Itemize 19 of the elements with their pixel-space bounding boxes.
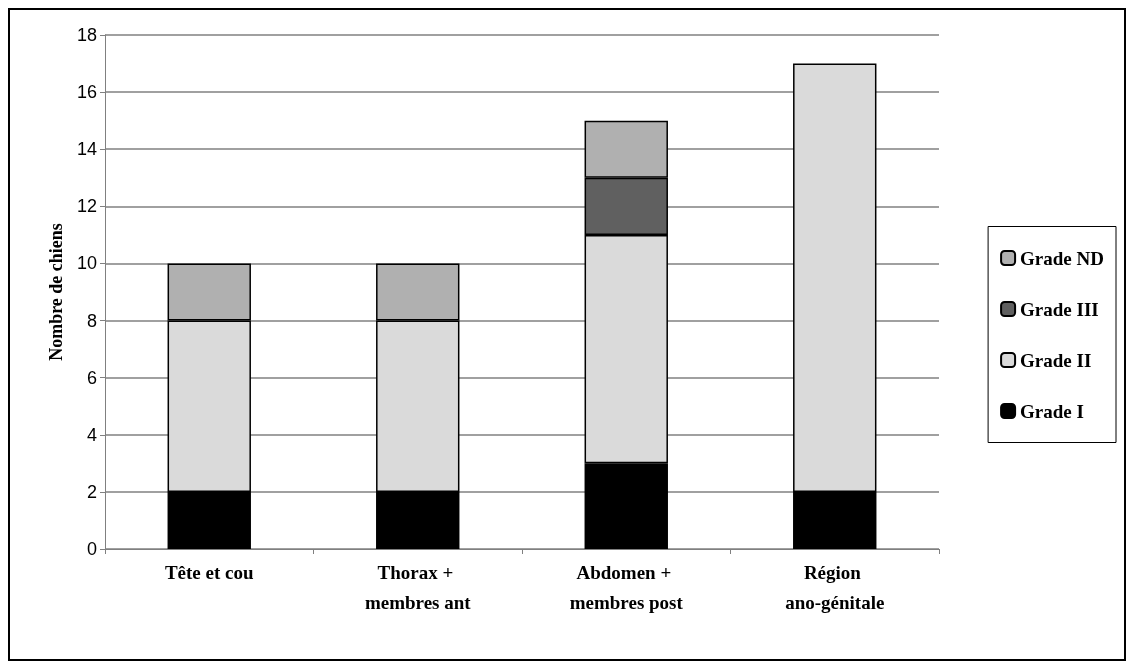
x-tick-label: Région ano-génitale (785, 561, 885, 613)
y-tick-label: 8 (86, 310, 97, 331)
y-tick-label: 4 (86, 424, 97, 445)
legend-label: Grade I (1020, 400, 1084, 422)
legend-label: Grade ND (1020, 247, 1104, 269)
y-tick-label: 14 (76, 139, 97, 160)
x-tick-label: Tête et cou (164, 561, 254, 583)
legend-label: Grade III (1020, 298, 1099, 320)
y-tick-label: 12 (76, 196, 97, 217)
legend-label: Grade II (1020, 349, 1092, 371)
y-tick-label: 16 (76, 82, 97, 103)
y-tick-label: 0 (86, 539, 97, 559)
y-tick-label: 6 (86, 367, 97, 388)
x-tick-label: Abdomen + membres post (569, 561, 684, 613)
y-tick-label: 18 (76, 25, 97, 45)
x-tick-label: Thorax + membres ant (364, 561, 472, 613)
y-tick-label: 2 (86, 481, 97, 502)
y-axis-title: Nombre de chiens (46, 223, 66, 361)
y-tick-label: 10 (76, 253, 97, 274)
